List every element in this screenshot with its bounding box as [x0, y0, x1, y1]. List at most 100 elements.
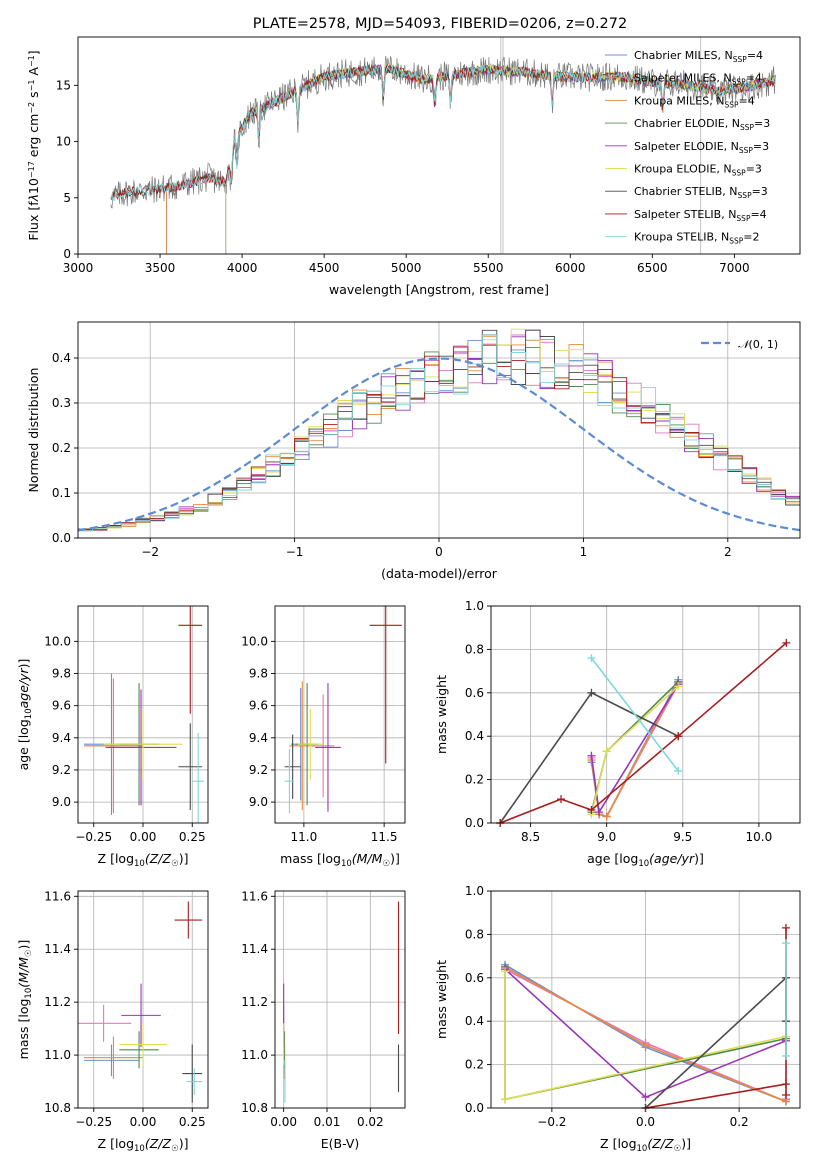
weight-marker — [587, 751, 596, 760]
y-tick-label: 0.6 — [465, 686, 484, 700]
axes-frame — [77, 605, 209, 824]
y-tick-label: 0.4 — [52, 351, 71, 365]
y-axis-label: mass [log10(M/M☉)] — [16, 940, 34, 1060]
y-axis-label: Normed distribution — [26, 368, 41, 493]
y-tick-label: 15 — [56, 78, 71, 92]
x-axis-label: mass [log10(M/M☉)] — [280, 851, 400, 869]
y-tick-label: 0.0 — [465, 1101, 484, 1115]
y-tick-label: 9.8 — [52, 667, 71, 681]
weight-marker — [781, 1080, 790, 1089]
weight-marker — [781, 939, 790, 948]
y-tick-label: 0.3 — [52, 396, 71, 410]
figure-title: PLATE=2578, MJD=54093, FIBERID=0206, z=0… — [253, 16, 627, 32]
weight-marker — [587, 654, 596, 663]
mass-vs-Z-panel: −0.25 0.00 0.25 10.8 11.0 11.2 11.4 11.6 Z [log1… — [16, 889, 209, 1154]
y-tick-label: 10 — [56, 135, 71, 149]
y-tick-label: 9.0 — [52, 795, 71, 809]
x-axis-label: Z [log10(Z/Z☉)] — [600, 1136, 691, 1154]
legend-entry: Kroupa STELIB, NSSP=2 — [634, 231, 759, 246]
weight-marker — [781, 1090, 790, 1099]
axes-frame — [490, 890, 801, 1109]
x-tick-label: 3500 — [145, 261, 176, 275]
y-tick-label: 9.2 — [52, 763, 71, 777]
legend-entry: Kroupa ELODIE, NSSP=3 — [634, 163, 762, 178]
y-tick-label: 11.4 — [44, 942, 71, 956]
y-tick-label: 10.8 — [44, 1101, 71, 1115]
weight-marker — [501, 1095, 510, 1104]
x-tick-label: 7000 — [719, 261, 750, 275]
y-tick-label: 9.6 — [52, 699, 71, 713]
legend-entry: Kroupa MILES, NSSP=4 — [634, 94, 755, 109]
x-tick-label: 10.0 — [746, 830, 773, 844]
x-tick-label: 0.02 — [357, 1115, 384, 1129]
y-tick-label: 11.2 — [241, 995, 268, 1009]
residuals-panel: −2 −1 0 1 2 0.0 0.1 0.2 0.3 0.4 𝒩(0, 1) (data-model… — [26, 321, 801, 581]
axes-frame — [77, 890, 209, 1109]
weight-vs-age-panel: 8.5 9.0 9.5 10.0 0.0 0.2 0.4 0.6 0.8 1.0 mass weig… — [434, 599, 801, 869]
weight-marker — [595, 808, 604, 817]
y-axis-label: mass weight — [434, 675, 449, 754]
weight-marker — [782, 638, 791, 647]
x-tick-label: 0.00 — [270, 1115, 297, 1129]
x-tick-label: 2 — [724, 545, 732, 559]
x-tick-label: 0.25 — [179, 830, 206, 844]
x-tick-label: 5000 — [391, 261, 422, 275]
x-axis-label: Z [log10(Z/Z☉)] — [98, 851, 189, 869]
weight-marker — [781, 923, 790, 932]
normal-curve-line — [78, 357, 800, 532]
x-tick-label: 9.0 — [597, 830, 616, 844]
legend-entry: Chabrier ELODIE, NSSP=3 — [634, 117, 770, 132]
axes-frame — [77, 36, 801, 255]
legend-entry: Salpeter ELODIE, NSSP=3 — [634, 140, 769, 155]
y-tick-label: 0.2 — [465, 773, 484, 787]
x-tick-label: 8.5 — [521, 830, 540, 844]
weight-line — [499, 642, 787, 823]
y-tick-label: 11.2 — [44, 995, 71, 1009]
y-tick-label: 0.2 — [465, 1058, 484, 1072]
y-tick-label: 10.0 — [241, 634, 268, 648]
model-spectrum-line — [166, 63, 776, 254]
weight-marker — [587, 805, 596, 814]
axes-frame — [77, 321, 801, 539]
x-tick-label: −2 — [141, 545, 159, 559]
y-tick-label: 11.6 — [241, 889, 268, 903]
legend-entry: Salpeter STELIB, NSSP=4 — [634, 208, 767, 223]
axes-frame — [274, 605, 406, 824]
x-tick-label: 9.5 — [673, 830, 692, 844]
y-tick-label: 0.6 — [465, 971, 484, 985]
y-tick-label: 11.6 — [44, 889, 71, 903]
x-tick-label: −0.25 — [75, 830, 112, 844]
y-tick-label: 1.0 — [465, 599, 484, 613]
x-tick-label: 4500 — [309, 261, 340, 275]
y-tick-label: 0.1 — [52, 486, 71, 500]
y-tick-label: 9.6 — [249, 699, 268, 713]
y-tick-label: 9.8 — [249, 667, 268, 681]
y-tick-label: 1.0 — [465, 884, 484, 898]
weight-marker — [641, 1041, 650, 1050]
plots-container: 3000 3500 4000 4500 5000 5500 6000 6500 70000510… — [16, 36, 801, 1154]
x-tick-label: 0.25 — [179, 1115, 206, 1129]
legend-entry: Chabrier STELIB, NSSP=3 — [634, 185, 768, 200]
axes-frame — [274, 890, 406, 1109]
y-tick-label: 9.0 — [249, 795, 268, 809]
y-tick-label: 0.4 — [465, 1014, 484, 1028]
y-tick-label: 11.0 — [241, 1048, 268, 1062]
y-tick-label: 0.0 — [465, 816, 484, 830]
x-tick-label: 6500 — [637, 261, 668, 275]
y-tick-label: 0.8 — [465, 642, 484, 656]
model-spectrum-line — [110, 64, 776, 201]
y-tick-label: 10.0 — [44, 634, 71, 648]
weight-marker — [501, 967, 510, 976]
x-tick-label: 0 — [435, 545, 443, 559]
weight-marker — [602, 747, 611, 756]
weight-line — [590, 681, 679, 818]
y-axis-label: mass weight — [434, 960, 449, 1039]
y-tick-label: 5 — [63, 191, 71, 205]
x-tick-label: −0.25 — [75, 1115, 112, 1129]
x-tick-label: 0.0 — [636, 1115, 655, 1129]
model-spectrum-line — [166, 63, 776, 254]
y-tick-label: 0.4 — [465, 729, 484, 743]
x-axis-label: Z [log10(Z/Z☉)] — [98, 1136, 189, 1154]
y-axis-label: age [log10age/yr)] — [16, 659, 34, 771]
x-axis-label: (data-model)/error — [381, 566, 498, 581]
